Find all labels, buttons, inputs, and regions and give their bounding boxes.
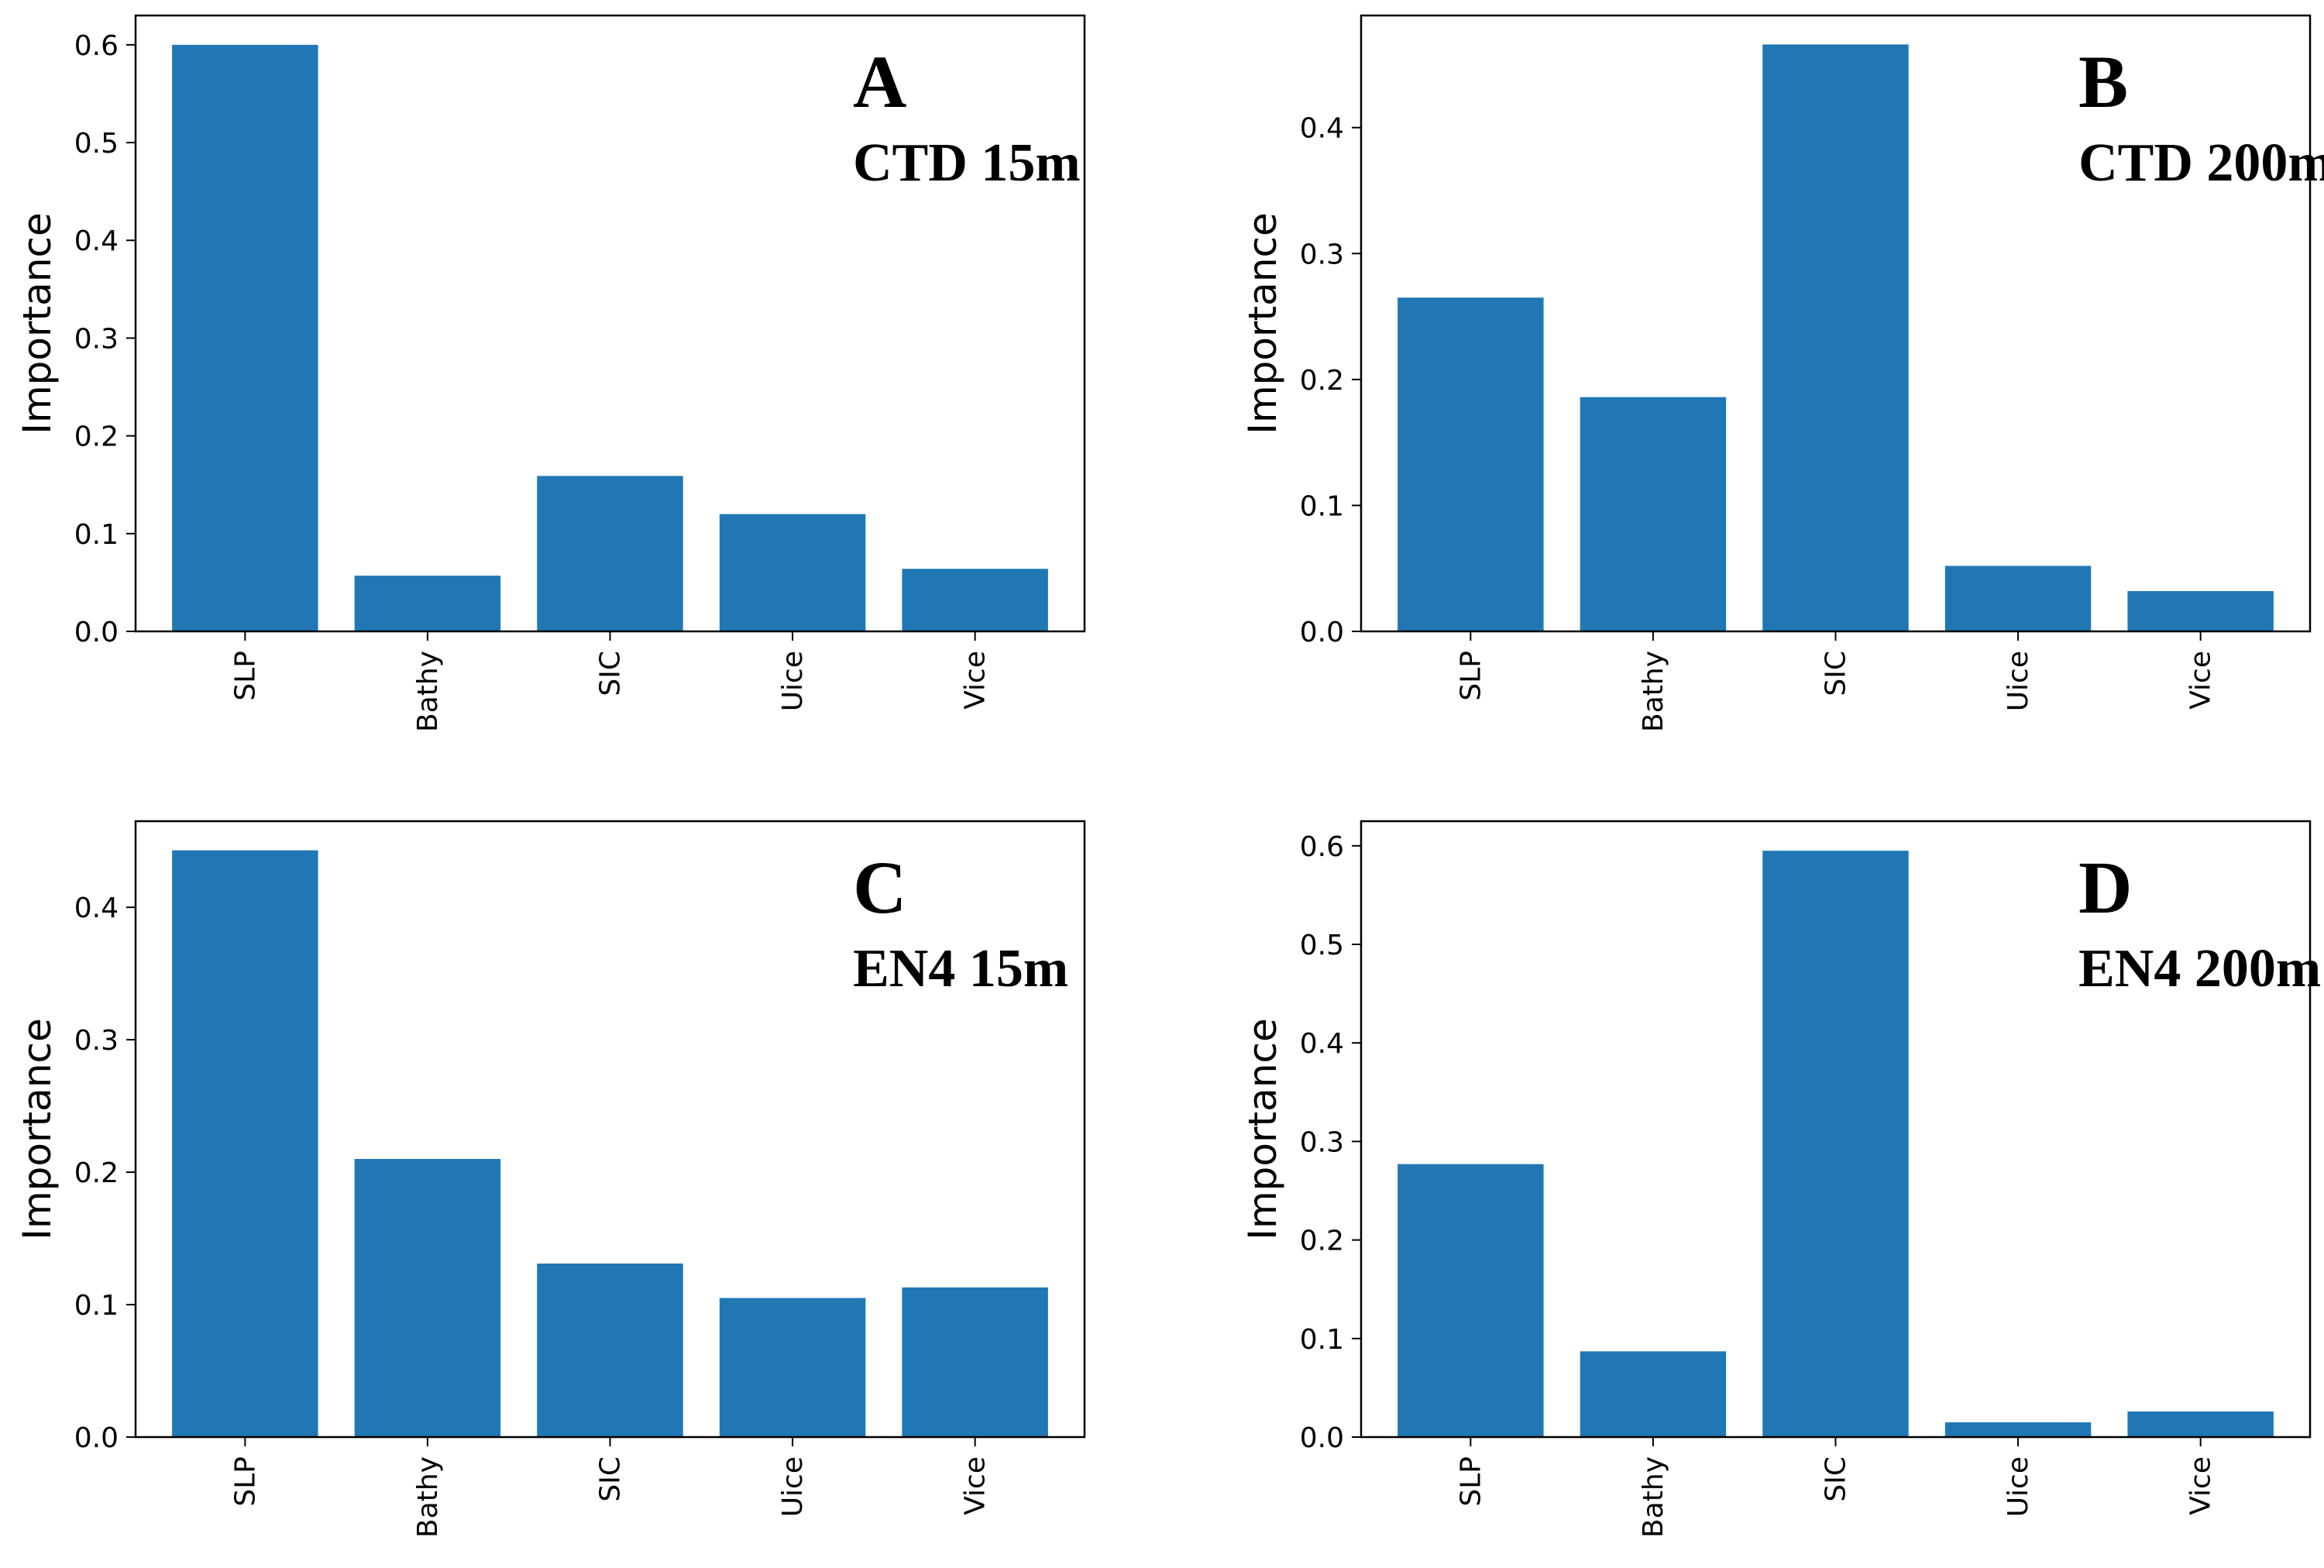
y-tick-label-a-3: 0.3 <box>74 323 119 355</box>
panel-title-b: CTD 200m <box>2078 133 2324 193</box>
bar-a-sic <box>537 476 683 631</box>
x-tick-label-b-2: SIC <box>1820 651 1852 696</box>
bar-a-vice <box>902 569 1048 631</box>
panel-title-d: EN4 200m <box>2078 939 2321 999</box>
bar-d-vice <box>2127 1411 2274 1437</box>
x-tick-label-c-0: SLP <box>229 1456 261 1507</box>
bar-b-uice <box>1944 566 2092 631</box>
x-tick-label-c-1: Bathy <box>412 1456 444 1538</box>
bar-b-bathy <box>1580 397 1727 631</box>
panel-letter-a: A <box>853 40 906 123</box>
panel-b: SLP Bathy SIC Uice Vice 0.0 0.1 0.2 0.3 0.4 Import… <box>1240 14 2324 732</box>
bar-c-bathy <box>354 1158 501 1437</box>
bar-d-uice <box>1944 1422 2092 1437</box>
panel-title-c: EN4 15m <box>853 939 1068 999</box>
bar-b-vice <box>2127 590 2274 631</box>
y-tick-label-c-4: 0.4 <box>74 892 119 924</box>
y-tick-label-d-3: 0.3 <box>1300 1126 1344 1158</box>
y-tick-label-b-4: 0.4 <box>1300 113 1344 145</box>
panel-c: SLP Bathy SIC Uice Vice 0.0 0.1 0.2 0.3 0.4 Import… <box>15 820 1086 1538</box>
y-tick-label-b-1: 0.1 <box>1300 490 1344 522</box>
bar-d-sic <box>1762 851 1909 1437</box>
y-tick-label-c-3: 0.3 <box>74 1025 119 1057</box>
y-axis-label-b: Importance <box>1240 212 1285 435</box>
y-axis-label-a: Importance <box>15 212 60 435</box>
x-tick-label-a-0: SLP <box>229 651 261 701</box>
bar-d-bathy <box>1580 1351 1727 1437</box>
x-tick-label-b-3: Uice <box>2003 651 2034 711</box>
y-tick-label-d-6: 0.6 <box>1300 831 1344 863</box>
y-tick-label-d-1: 0.1 <box>1300 1324 1344 1356</box>
y-tick-label-c-2: 0.2 <box>74 1157 119 1189</box>
y-tick-label-b-3: 0.3 <box>1300 239 1344 270</box>
x-tick-label-c-4: Vice <box>960 1456 992 1515</box>
y-tick-label-b-2: 0.2 <box>1300 365 1344 397</box>
y-tick-label-b-0: 0.0 <box>1300 617 1344 648</box>
x-tick-label-b-4: Vice <box>2185 651 2217 710</box>
x-tick-label-b-0: SLP <box>1455 651 1487 701</box>
panel-title-a: CTD 15m <box>853 133 1081 193</box>
axes-frame-d <box>1360 820 2312 1439</box>
axes-frame-b <box>1360 14 2312 633</box>
x-tick-label-a-2: SIC <box>595 651 627 696</box>
y-tick-label-d-5: 0.5 <box>1300 930 1344 961</box>
x-tick-label-a-3: Uice <box>777 651 809 711</box>
y-tick-label-a-0: 0.0 <box>74 617 119 648</box>
y-tick-label-c-1: 0.1 <box>74 1290 119 1322</box>
bar-c-sic <box>537 1264 683 1437</box>
y-tick-label-d-4: 0.4 <box>1300 1028 1344 1060</box>
axes-frame-a <box>134 14 1086 633</box>
bar-b-slp <box>1397 297 1544 631</box>
x-tick-label-d-2: SIC <box>1820 1456 1852 1502</box>
y-tick-label-d-0: 0.0 <box>1300 1422 1344 1454</box>
x-tick-label-d-1: Bathy <box>1638 1456 1669 1538</box>
axes-frame-c <box>134 820 1086 1439</box>
y-tick-label-a-4: 0.4 <box>74 225 119 257</box>
x-tick-label-b-1: Bathy <box>1638 651 1669 732</box>
y-tick-label-a-1: 0.1 <box>74 519 119 551</box>
bar-c-vice <box>902 1287 1048 1437</box>
bar-c-slp <box>172 850 318 1437</box>
x-tick-label-d-3: Uice <box>2003 1456 2034 1517</box>
bar-b-sic <box>1762 44 1909 631</box>
panel-letter-b: B <box>2078 40 2128 123</box>
x-tick-label-c-2: SIC <box>595 1456 627 1502</box>
bar-c-uice <box>719 1298 866 1437</box>
bar-a-slp <box>172 44 318 632</box>
x-tick-label-d-0: SLP <box>1455 1456 1487 1507</box>
y-tick-label-d-2: 0.2 <box>1300 1226 1344 1257</box>
y-axis-label-d: Importance <box>1240 1018 1285 1240</box>
bar-a-uice <box>719 514 866 631</box>
panel-a: SLP Bathy SIC Uice Vice 0.0 0.1 0.2 0.3 0.4 0.5 0.6… <box>15 14 1086 732</box>
x-tick-label-a-1: Bathy <box>412 651 444 732</box>
x-tick-label-c-3: Uice <box>777 1456 809 1517</box>
panel-letter-c: C <box>853 846 906 929</box>
x-tick-label-a-4: Vice <box>960 651 992 710</box>
y-axis-label-c: Importance <box>15 1018 60 1240</box>
panel-d: SLP Bathy SIC Uice Vice 0.0 0.1 0.2 0.3 0.4 0.5 0.6… <box>1240 820 2321 1538</box>
bar-d-slp <box>1397 1164 1544 1437</box>
bar-a-bathy <box>354 576 501 631</box>
panel-letter-d: D <box>2078 846 2132 929</box>
y-tick-label-a-2: 0.2 <box>74 421 119 453</box>
y-tick-label-a-6: 0.6 <box>74 30 119 62</box>
y-tick-label-c-0: 0.0 <box>74 1422 119 1454</box>
x-tick-label-d-4: Vice <box>2185 1456 2217 1515</box>
y-tick-label-a-5: 0.5 <box>74 128 119 160</box>
